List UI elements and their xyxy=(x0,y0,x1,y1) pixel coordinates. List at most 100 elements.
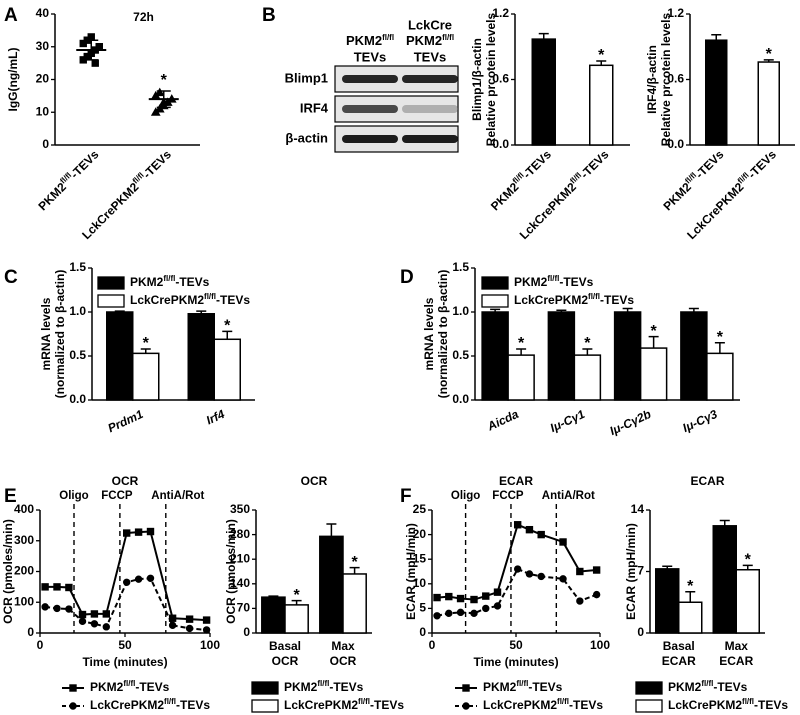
legend-swatch xyxy=(251,699,279,713)
event-label: Oligo xyxy=(59,490,88,502)
data-point xyxy=(90,620,99,628)
significance: * xyxy=(584,335,591,352)
data-point xyxy=(592,566,601,574)
data-point xyxy=(91,59,99,67)
data-point xyxy=(65,583,73,592)
legend-marker xyxy=(69,702,77,710)
legend-label: PKM2fl/fl-TEVs xyxy=(90,679,170,694)
blot-band xyxy=(402,135,458,143)
error-bar xyxy=(516,348,527,356)
row-label: Blimp1 xyxy=(285,70,328,85)
data-point xyxy=(592,590,601,599)
legend-marker xyxy=(69,684,77,692)
row-label: IRF4 xyxy=(300,100,329,115)
data-point xyxy=(123,578,131,586)
legend-label: PKM2fl/fl-TEVs xyxy=(130,274,210,289)
error-bar xyxy=(685,590,696,603)
significance: * xyxy=(351,554,358,571)
text-part: LckCrePKM2 xyxy=(130,293,204,307)
y-axis-title: (normalized to β-actin) xyxy=(53,270,67,399)
x-tick-label: Prdm1 xyxy=(106,407,146,436)
y-tick-label: 200 xyxy=(14,564,34,578)
text-part: fl/fl xyxy=(123,679,135,688)
data-point xyxy=(134,575,143,583)
bar xyxy=(680,311,708,401)
text-part: -TEVs xyxy=(693,147,727,181)
data-point xyxy=(470,595,478,604)
bar xyxy=(735,568,760,634)
data-point xyxy=(185,615,194,623)
data-point xyxy=(87,33,95,41)
significance: * xyxy=(717,329,724,346)
legend-swatch xyxy=(97,294,125,308)
text-part: -TEVs xyxy=(68,147,102,181)
legend-swatch xyxy=(635,699,663,713)
x-axis-title: Time (minutes) xyxy=(473,655,558,669)
y-tick-label: 0 xyxy=(27,625,34,639)
text-part: -TEVs xyxy=(176,698,210,712)
panel-letter: A xyxy=(4,5,18,26)
blot-band xyxy=(402,75,458,83)
y-tick-label: 1.0 xyxy=(452,304,469,318)
y-tick-label: 0.0 xyxy=(492,137,509,151)
text-part: LckCrePKM2 xyxy=(90,698,164,712)
error-bar xyxy=(268,595,279,598)
data-point xyxy=(482,604,490,613)
text-part: -TEVs xyxy=(329,680,363,694)
error-bar xyxy=(719,519,730,526)
legend-label: PKM2fl/fl-TEVs xyxy=(284,679,364,694)
text-part: LckCrePKM2 xyxy=(483,698,557,712)
y-tick-label: 350 xyxy=(230,502,250,516)
text-part: fl/fl xyxy=(204,292,216,301)
text-part: -TEVs xyxy=(713,680,747,694)
y-tick-label: 25 xyxy=(413,502,427,516)
y-tick-label: 0 xyxy=(419,625,426,639)
chart-title: OCR xyxy=(301,474,328,488)
bar xyxy=(106,311,134,401)
event-label: AntiA/Rot xyxy=(151,490,204,502)
text-part: LckCrePKM2 xyxy=(517,180,579,242)
x-tick-label: LckCrePKM2fl/fl-TEVs xyxy=(684,146,780,242)
significance: * xyxy=(598,47,605,64)
y-tick-label: 14 xyxy=(631,502,645,516)
error-bar xyxy=(222,330,233,340)
error-bar xyxy=(662,565,673,569)
text-part: fl/fl xyxy=(588,292,600,301)
data-point xyxy=(146,574,155,582)
data-point xyxy=(456,594,465,603)
legend-label: LckCrePKM2fl/fl-TEVs xyxy=(668,697,788,712)
text-part: PKM2 xyxy=(284,680,318,694)
event-label: Oligo xyxy=(451,490,480,502)
x-tick-label: Aicda xyxy=(484,407,521,434)
series-line xyxy=(436,523,597,601)
legend-swatch xyxy=(481,294,509,308)
data-point xyxy=(102,610,110,618)
y-tick-label: 10 xyxy=(36,104,50,118)
y-axis-title: Blimp1/β-actin xyxy=(470,38,484,121)
data-point xyxy=(123,529,131,537)
legend-label: LckCrePKM2fl/fl-TEVs xyxy=(90,697,210,712)
data-point xyxy=(537,572,545,581)
panel-letter: E xyxy=(4,486,17,507)
x-tick-label: Basal xyxy=(663,639,695,653)
y-tick-label: 0.6 xyxy=(492,72,509,86)
y-tick-label: 7 xyxy=(637,564,644,578)
text-part: -TEVs xyxy=(135,680,169,694)
data-point xyxy=(470,609,478,618)
y-axis-title: (normalized to β-actin) xyxy=(436,270,450,399)
data-point xyxy=(154,87,165,97)
bar xyxy=(261,596,286,634)
data-point xyxy=(433,593,441,602)
legend-swatch xyxy=(481,276,509,290)
bar xyxy=(589,64,614,146)
x-tick-label: OCR xyxy=(272,654,299,668)
error-bar xyxy=(556,309,567,312)
text-part: LckCrePKM2 xyxy=(284,698,358,712)
data-point xyxy=(41,583,49,591)
blot-band xyxy=(342,105,398,113)
x-tick-label: 100 xyxy=(200,638,220,652)
data-point xyxy=(445,592,453,601)
text-part: -TEVs xyxy=(528,680,562,694)
error-bar xyxy=(648,335,659,349)
bar xyxy=(507,354,535,401)
